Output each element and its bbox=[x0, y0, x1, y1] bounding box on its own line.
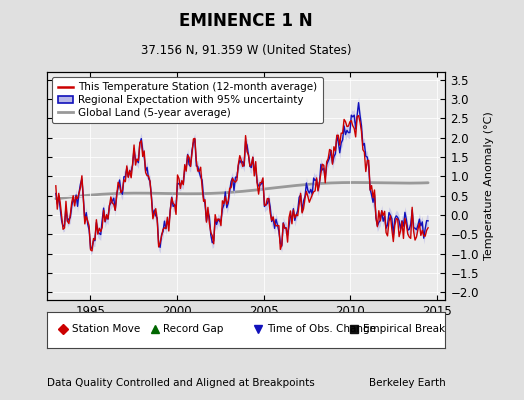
Text: Time of Obs. Change: Time of Obs. Change bbox=[267, 324, 376, 334]
Text: Record Gap: Record Gap bbox=[163, 324, 224, 334]
Text: Station Move: Station Move bbox=[72, 324, 140, 334]
Text: Berkeley Earth: Berkeley Earth bbox=[369, 378, 445, 388]
Text: EMINENCE 1 N: EMINENCE 1 N bbox=[179, 12, 313, 30]
Y-axis label: Temperature Anomaly (°C): Temperature Anomaly (°C) bbox=[484, 112, 494, 260]
Text: Empirical Break: Empirical Break bbox=[363, 324, 445, 334]
Text: 37.156 N, 91.359 W (United States): 37.156 N, 91.359 W (United States) bbox=[141, 44, 352, 57]
Legend: This Temperature Station (12-month average), Regional Expectation with 95% uncer: This Temperature Station (12-month avera… bbox=[52, 77, 323, 123]
Text: Data Quality Controlled and Aligned at Breakpoints: Data Quality Controlled and Aligned at B… bbox=[47, 378, 315, 388]
